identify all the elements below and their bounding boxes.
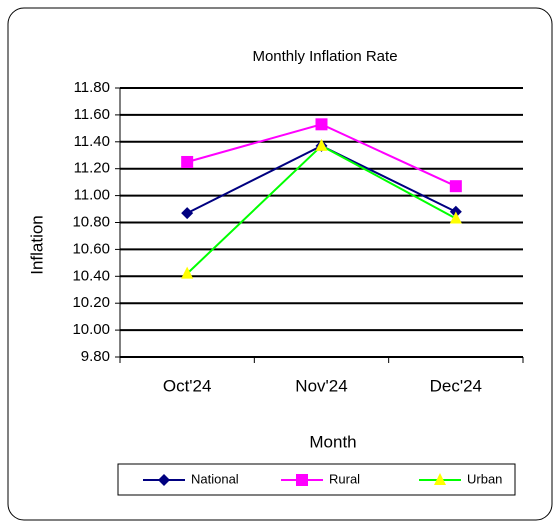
y-tick-label: 10.40 <box>72 267 110 284</box>
y-tick-label: 11.60 <box>74 106 110 123</box>
marker <box>449 211 462 224</box>
y-tick-label: 10.20 <box>72 294 110 311</box>
marker <box>315 138 328 151</box>
y-tick-label: 11.40 <box>74 133 110 150</box>
y-axis-label: Inflation <box>27 215 46 275</box>
y-tick-label: 10.60 <box>72 240 110 257</box>
y-tick-label: 9.80 <box>81 348 110 365</box>
marker <box>315 118 328 131</box>
marker <box>181 266 194 279</box>
x-tick-label: Oct'24 <box>163 376 212 395</box>
x-tick-label: Nov'24 <box>295 376 347 395</box>
y-tick-label: 11.20 <box>74 160 110 177</box>
x-axis-label: Month <box>309 432 356 451</box>
x-tick-label: Dec'24 <box>430 376 482 395</box>
marker <box>296 474 308 486</box>
marker <box>158 474 170 486</box>
marker <box>181 155 194 168</box>
y-tick-label: 11.00 <box>74 187 110 204</box>
legend-label: Urban <box>467 471 502 486</box>
legend-label: Rural <box>329 471 360 486</box>
legend-label: National <box>191 471 239 486</box>
marker <box>449 180 462 193</box>
y-tick-label: 10.80 <box>72 213 110 230</box>
y-tick-label: 10.00 <box>72 321 110 338</box>
chart-frame <box>7 7 553 521</box>
marker <box>434 473 446 485</box>
marker <box>181 207 194 220</box>
y-tick-label: 11.80 <box>74 79 110 96</box>
chart-title: Monthly Inflation Rate <box>252 48 397 65</box>
